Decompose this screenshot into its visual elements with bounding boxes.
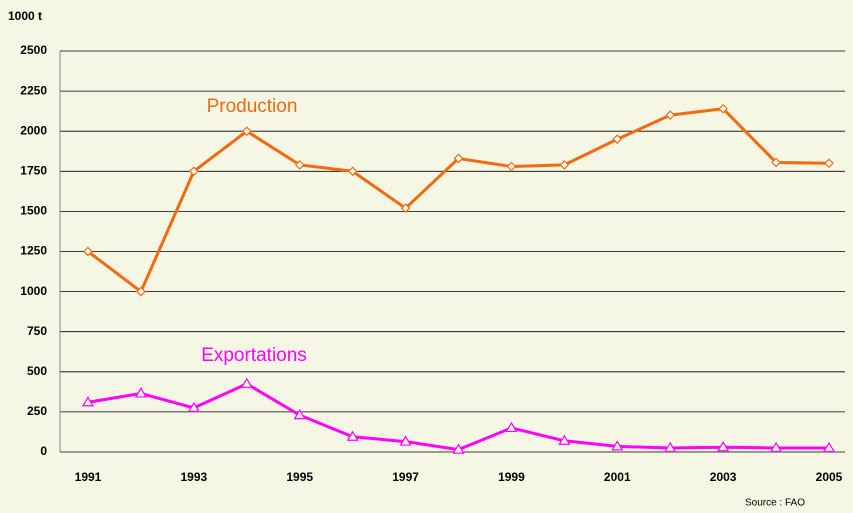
x-tick-label: 2003 — [710, 470, 737, 484]
data-point — [83, 246, 93, 257]
data-point — [240, 377, 253, 388]
data-point — [452, 443, 465, 454]
data-point — [506, 161, 517, 172]
x-tick-label: 2001 — [604, 470, 631, 484]
data-point — [822, 441, 836, 453]
data-point — [771, 157, 781, 168]
data-point — [294, 160, 305, 170]
data-point — [718, 103, 728, 114]
data-point — [717, 441, 730, 452]
data-point — [81, 396, 95, 407]
x-tick-label: 1991 — [75, 470, 102, 484]
y-tick-label: 0 — [40, 444, 47, 458]
x-tick-label: 1999 — [498, 470, 525, 484]
y-tick-label: 2500 — [20, 43, 47, 57]
y-tick-label: 1750 — [20, 163, 47, 177]
data-point — [241, 126, 252, 137]
data-point — [293, 408, 306, 420]
y-tick-label: 2000 — [20, 123, 47, 137]
y-tick-label: 2250 — [20, 83, 47, 97]
series-label: Exportations — [201, 345, 307, 366]
y-axis-unit: 1000 t — [8, 9, 42, 23]
data-point — [187, 401, 200, 412]
data-point — [399, 435, 412, 446]
y-tick-label: 500 — [27, 364, 47, 378]
data-point — [347, 166, 358, 177]
y-tick-label: 1000 — [20, 284, 47, 298]
y-tick-label: 750 — [27, 324, 47, 338]
data-point — [400, 203, 411, 214]
data-point — [189, 166, 199, 177]
data-point — [770, 441, 783, 453]
data-point — [559, 160, 570, 170]
data-point — [824, 158, 834, 169]
y-tick-label: 1500 — [20, 204, 47, 218]
data-point — [612, 134, 623, 145]
series-label: Production — [207, 96, 298, 117]
data-point — [453, 153, 464, 164]
data-point — [346, 430, 359, 441]
x-tick-label: 2005 — [816, 470, 843, 484]
y-tick-label: 250 — [27, 404, 47, 418]
y-tick-label: 1250 — [20, 244, 47, 258]
data-point — [134, 387, 147, 398]
x-tick-label: 1997 — [392, 470, 419, 484]
data-point — [665, 110, 676, 121]
data-point — [558, 434, 571, 445]
source-note: Source : FAO — [745, 498, 805, 509]
x-tick-label: 1995 — [286, 470, 313, 484]
data-point — [136, 286, 146, 297]
data-point — [611, 440, 624, 451]
data-point — [505, 421, 518, 433]
data-point — [664, 441, 677, 453]
x-tick-label: 1993 — [181, 470, 208, 484]
